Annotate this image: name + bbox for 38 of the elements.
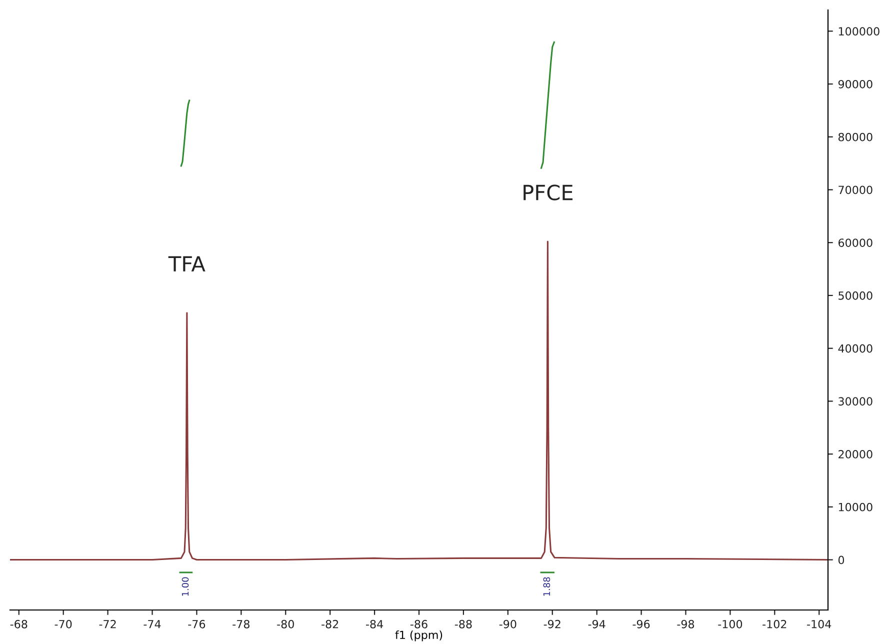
annotation: TFA <box>168 256 206 272</box>
line-series <box>540 41 555 169</box>
line-series <box>180 100 190 167</box>
x-tick-label: -80 <box>277 620 294 628</box>
y-tick-label: 80000 <box>838 132 872 142</box>
annotation: 1.88 <box>543 577 550 596</box>
line-series <box>10 240 828 561</box>
y-tick-label: 60000 <box>838 238 872 247</box>
y-tick-label: 20000 <box>838 450 872 458</box>
y-tick-label: 100000 <box>838 27 880 36</box>
y-tick-label: 10000 <box>838 502 872 512</box>
x-tick-label: -72 <box>99 620 116 628</box>
x-tick-label: -94 <box>588 620 606 628</box>
x-tick-label: -76 <box>188 620 206 628</box>
x-tick-label: -86 <box>410 620 428 628</box>
y-tick-label: 0 <box>838 556 844 564</box>
x-tick-label: -82 <box>322 620 338 628</box>
x-tick-label: -92 <box>544 620 560 628</box>
x-axis-title: f1 (ppm) <box>395 630 442 642</box>
x-tick-label: -78 <box>232 620 250 628</box>
x-tick-label: -96 <box>632 620 650 628</box>
x-tick-label: -102 <box>762 620 786 628</box>
x-tick-label: -100 <box>718 620 742 628</box>
x-tick-label: -98 <box>677 620 694 628</box>
x-tick-label: -90 <box>499 620 516 628</box>
y-tick-label: 40000 <box>838 344 872 353</box>
x-tick-label: -68 <box>10 620 28 628</box>
y-tick-label: 50000 <box>838 291 872 300</box>
annotation: 1.00 <box>182 577 189 596</box>
y-tick-label: 70000 <box>838 186 872 194</box>
x-tick-label: -70 <box>54 620 72 628</box>
y-tick-label: 90000 <box>838 80 872 88</box>
x-tick-label: -88 <box>454 620 472 628</box>
annotation: PFCE <box>524 184 572 200</box>
y-tick-label: 30000 <box>838 397 872 406</box>
x-tick-label: -74 <box>144 620 161 628</box>
x-tick-label: -84 <box>366 620 383 628</box>
x-tick-label: -104 <box>807 620 832 628</box>
